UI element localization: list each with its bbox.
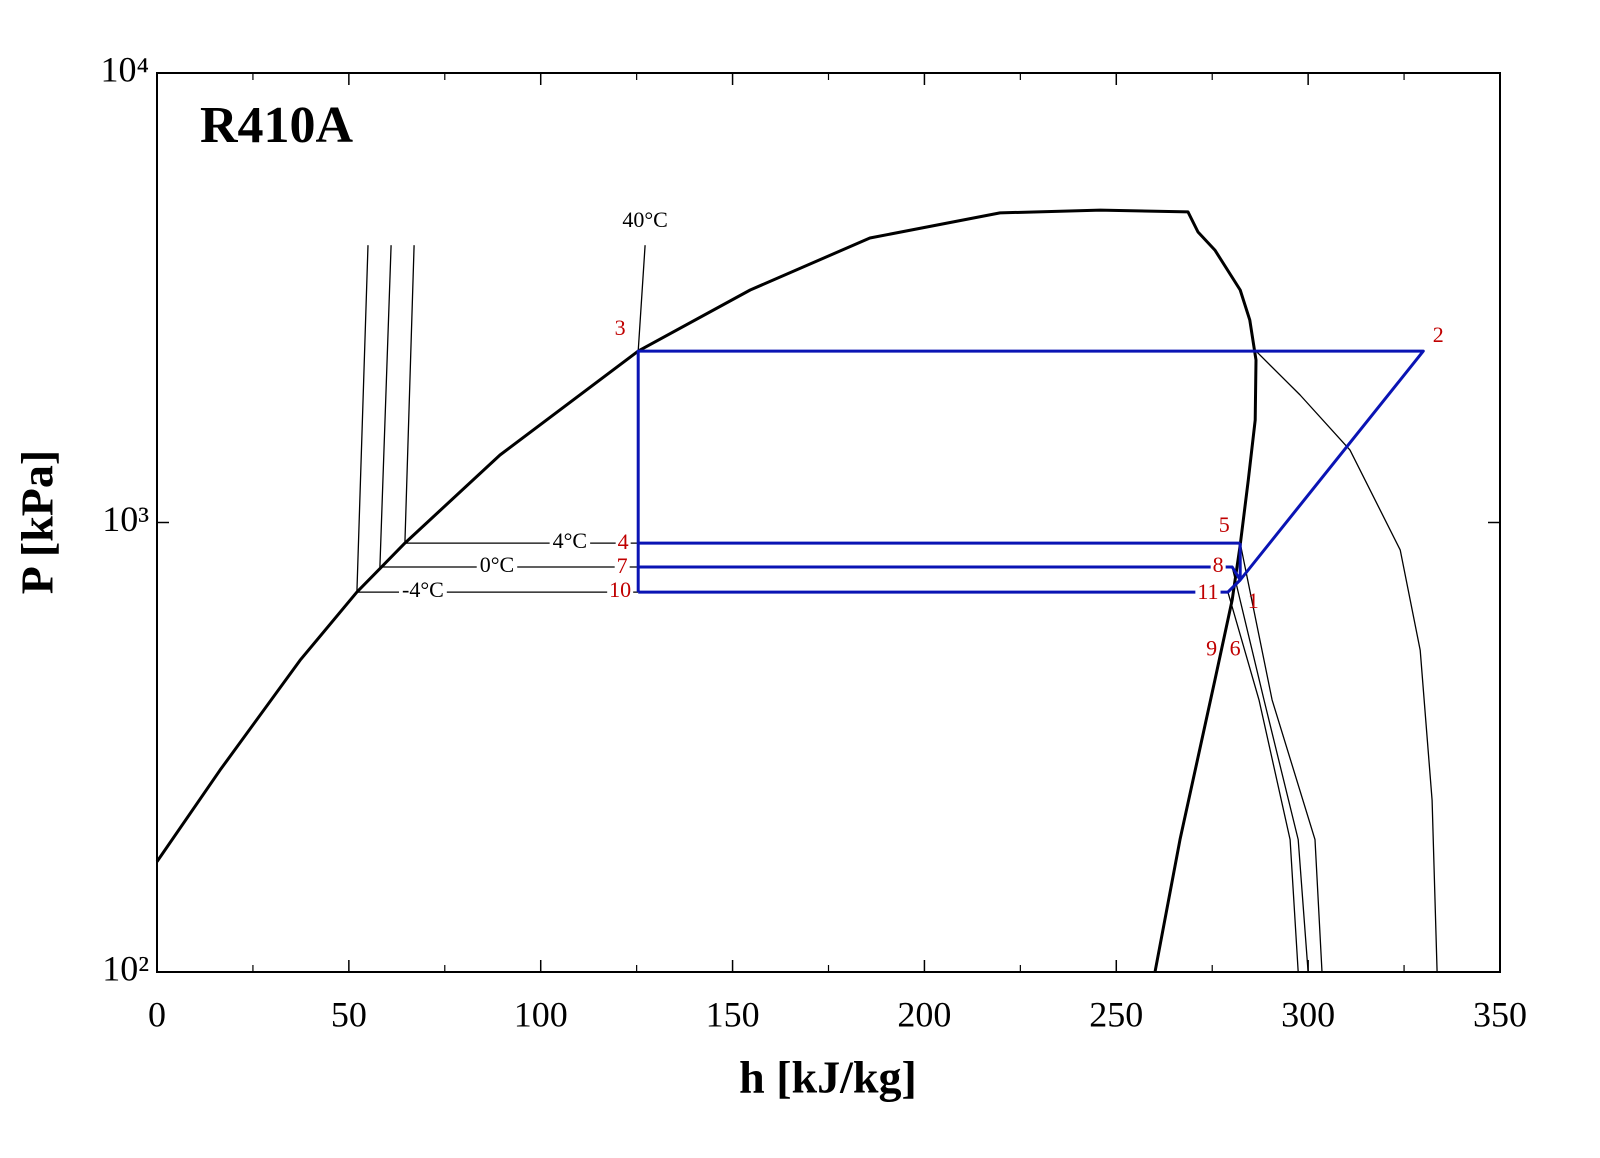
x-tick-label: 250 (1089, 994, 1143, 1034)
chart-title: R410A (200, 97, 354, 154)
isotherm-label: -4°C (402, 577, 444, 602)
state-point-label: 6 (1230, 635, 1241, 660)
label-background (1210, 554, 1226, 576)
label-background (615, 531, 631, 553)
isotherm-label: 40°C (622, 207, 667, 232)
x-tick-label: 350 (1473, 994, 1527, 1034)
x-tick-label: 100 (514, 994, 568, 1034)
series-line (379, 245, 1309, 973)
y-axis-title: P [kPa] (12, 450, 63, 594)
x-axis-title: h [kJ/kg] (739, 1052, 917, 1103)
y-tick-label: 10⁴ (100, 49, 149, 89)
series-line (356, 245, 1299, 973)
state-point-label: 3 (615, 315, 626, 340)
state-point-label: 8 (1213, 552, 1224, 577)
isotherm-label: 4°C (553, 528, 587, 553)
state-point-label: 9 (1206, 636, 1217, 661)
label-background (614, 555, 630, 577)
y-tick-label: 10³ (102, 499, 149, 539)
state-point-label: 10 (609, 577, 631, 602)
series-line (636, 349, 1425, 594)
label-background (619, 206, 671, 232)
label-background (476, 552, 518, 578)
x-tick-label: 200 (897, 994, 951, 1034)
y-tick-label: 10² (102, 948, 149, 988)
isotherm-label: 0°C (480, 552, 514, 577)
state-point-label: 11 (1197, 579, 1218, 604)
label-background (399, 577, 447, 603)
x-tick-label: 150 (706, 994, 760, 1034)
label-background (607, 579, 634, 601)
x-tick-label: 300 (1281, 994, 1335, 1034)
plot-frame (156, 72, 1501, 973)
state-point-label: 5 (1219, 512, 1230, 537)
state-point-label: 7 (617, 553, 628, 578)
state-point-label: 4 (618, 529, 629, 554)
label-background (1195, 581, 1221, 603)
x-tick-label: 50 (331, 994, 367, 1034)
series-line (637, 245, 1438, 973)
state-point-label: 2 (1433, 322, 1444, 347)
label-background (549, 528, 591, 554)
state-point-label: 1 (1248, 588, 1259, 613)
x-tick-label: 0 (148, 994, 166, 1034)
